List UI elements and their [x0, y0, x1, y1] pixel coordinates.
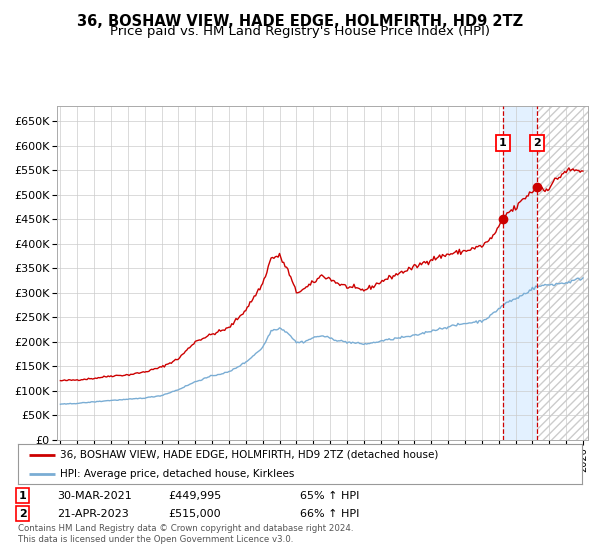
Text: 65% ↑ HPI: 65% ↑ HPI [300, 491, 359, 501]
Bar [503, 106, 538, 440]
Text: £449,995: £449,995 [168, 491, 221, 501]
Text: £515,000: £515,000 [168, 508, 221, 519]
Text: This data is licensed under the Open Government Licence v3.0.: This data is licensed under the Open Gov… [18, 535, 293, 544]
Text: Contains HM Land Registry data © Crown copyright and database right 2024.: Contains HM Land Registry data © Crown c… [18, 524, 353, 533]
Text: 1: 1 [499, 138, 507, 148]
Text: 21-APR-2023: 21-APR-2023 [57, 508, 129, 519]
Text: 1: 1 [19, 491, 26, 501]
Text: HPI: Average price, detached house, Kirklees: HPI: Average price, detached house, Kirk… [60, 469, 295, 478]
Bar [538, 106, 592, 440]
Text: 36, BOSHAW VIEW, HADE EDGE, HOLMFIRTH, HD9 2TZ: 36, BOSHAW VIEW, HADE EDGE, HOLMFIRTH, H… [77, 14, 523, 29]
Text: 36, BOSHAW VIEW, HADE EDGE, HOLMFIRTH, HD9 2TZ (detached house): 36, BOSHAW VIEW, HADE EDGE, HOLMFIRTH, H… [60, 450, 439, 460]
Text: 2: 2 [19, 508, 26, 519]
Text: 2: 2 [533, 138, 541, 148]
Text: Price paid vs. HM Land Registry's House Price Index (HPI): Price paid vs. HM Land Registry's House … [110, 25, 490, 38]
Text: 66% ↑ HPI: 66% ↑ HPI [300, 508, 359, 519]
Text: 30-MAR-2021: 30-MAR-2021 [57, 491, 132, 501]
